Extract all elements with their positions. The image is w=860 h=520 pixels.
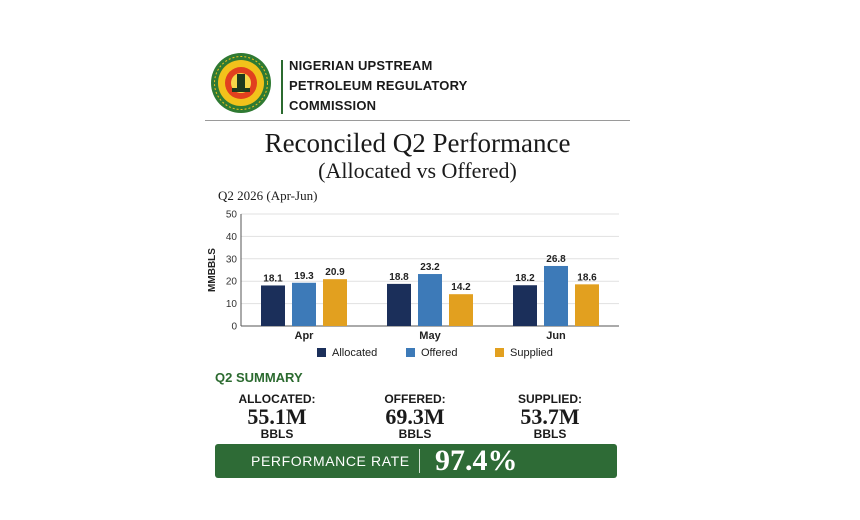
y-axis-label: MMBBLS — [207, 248, 218, 292]
org-line-2: PETROLEUM REGULATORY — [289, 78, 468, 93]
legend-item-allocated: Allocated — [317, 346, 377, 360]
header-divider — [281, 60, 283, 114]
bar-allocated-jun — [513, 285, 537, 326]
y-tick-label: 30 — [226, 254, 238, 265]
legend-swatch-allocated — [317, 348, 326, 357]
organization-name: NIGERIAN UPSTREAM PETROLEUM REGULATORY C… — [289, 56, 468, 116]
legend-swatch-supplied — [495, 348, 504, 357]
x-tick-label: May — [419, 330, 441, 342]
bar-allocated-may — [387, 283, 411, 326]
bar-supplied-apr — [323, 279, 347, 326]
legend-label-offered: Offered — [421, 347, 458, 359]
report-card: NIGERIAN UPSTREAM PETROLEUM REGULATORY C… — [205, 40, 630, 485]
performance-value: 97.4% — [435, 444, 518, 477]
data-label: 18.8 — [389, 272, 409, 283]
nuprc-seal-icon — [211, 53, 271, 113]
y-tick-label: 50 — [226, 210, 238, 221]
header: NIGERIAN UPSTREAM PETROLEUM REGULATORY C… — [205, 50, 630, 122]
header-rule — [205, 120, 630, 121]
data-label: 14.2 — [451, 282, 471, 293]
y-tick-label: 40 — [226, 232, 238, 243]
stat-value: 53.7M — [520, 404, 580, 429]
summary-stat-allocated: ALLOCATED: 55.1M BBLS — [217, 392, 337, 441]
stat-label: SUPPLIED: — [517, 392, 582, 406]
bar-offered-apr — [292, 282, 316, 326]
x-tick-label: Jun — [546, 330, 566, 342]
bar-offered-may — [418, 274, 442, 326]
stat-value: 69.3M — [385, 404, 445, 429]
period-label: Q2 2026 (Apr-Jun) — [218, 188, 318, 203]
legend-label-allocated: Allocated — [332, 347, 378, 359]
legend-item-supplied: Supplied — [495, 346, 553, 360]
data-label: 23.2 — [420, 262, 440, 273]
data-label: 20.9 — [325, 267, 345, 278]
bar-offered-jun — [544, 265, 568, 326]
y-tick-label: 20 — [226, 277, 238, 288]
legend-label-supplied: Supplied — [510, 347, 553, 359]
page-title: Reconciled Q2 Performance — [264, 128, 571, 158]
performance-divider — [419, 449, 420, 473]
page-subtitle: (Allocated vs Offered) — [318, 158, 517, 183]
performance-banner: PERFORMANCE RATE 97.4% — [215, 444, 617, 478]
stat-unit: BBLS — [533, 427, 567, 441]
org-line-1: NIGERIAN UPSTREAM — [289, 58, 433, 73]
data-label: 18.6 — [577, 272, 597, 283]
bar-supplied-jun — [575, 284, 599, 326]
data-label: 18.1 — [263, 273, 283, 284]
legend-swatch-offered — [406, 348, 415, 357]
data-label: 18.2 — [515, 273, 535, 284]
stat-unit: BBLS — [398, 427, 432, 441]
bar-allocated-apr — [261, 285, 285, 326]
stat-label: ALLOCATED: — [238, 392, 316, 406]
stat-label: OFFERED: — [384, 392, 446, 406]
y-tick-label: 10 — [226, 299, 238, 310]
legend-item-offered: Offered — [406, 346, 458, 360]
summary-heading: Q2 SUMMARY — [215, 370, 303, 385]
bar-chart: 0 10 20 30 40 50 MMBBLS 18.1 19.3 20.9 Apr 18.8 23.2… — [207, 210, 619, 342]
y-tick-label: 0 — [231, 322, 237, 333]
stat-unit: BBLS — [260, 427, 294, 441]
data-label: 19.3 — [294, 271, 314, 282]
performance-label: PERFORMANCE RATE — [251, 453, 410, 469]
stat-value: 55.1M — [247, 404, 307, 429]
summary-stat-supplied: SUPPLIED: 53.7M BBLS — [490, 392, 610, 441]
bar-supplied-may — [449, 294, 473, 326]
org-line-3: COMMISSION — [289, 98, 377, 113]
x-tick-label: Apr — [295, 330, 315, 342]
summary-stat-offered: OFFERED: 69.3M BBLS — [355, 392, 475, 441]
chart-legend: Allocated Offered Supplied — [205, 346, 630, 362]
data-label: 26.8 — [546, 254, 566, 265]
